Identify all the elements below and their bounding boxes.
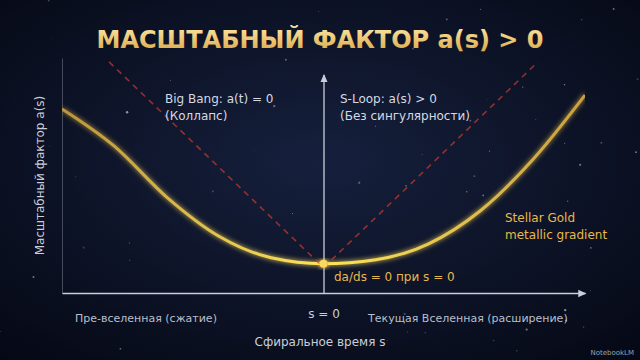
star: [535, 119, 536, 120]
star: [253, 149, 255, 151]
dashed-line: [109, 62, 538, 268]
star: [493, 340, 495, 342]
star: [83, 247, 85, 249]
star: [212, 191, 214, 193]
star: [170, 80, 171, 81]
star: [480, 9, 481, 10]
star: [522, 86, 523, 87]
star: [126, 111, 128, 113]
stars: [0, 0, 638, 351]
star: [482, 194, 484, 196]
annotation: Текущая Вселенная (расширение): [367, 312, 568, 325]
x-tick-label: s = 0: [308, 307, 340, 321]
annotation: metallic gradient: [505, 228, 607, 242]
annotation: S-Loop: a(s) > 0: [340, 92, 437, 106]
star: [405, 185, 407, 187]
y-axis-title: Масштабный фактор a(s): [33, 96, 47, 256]
star: [421, 154, 423, 156]
star: [48, 0, 50, 1]
star: [635, 151, 637, 153]
star: [567, 200, 568, 201]
annotation: da/ds = 0 при s = 0: [334, 270, 455, 284]
star: [358, 181, 360, 183]
star: [564, 143, 565, 144]
star: [589, 290, 591, 292]
annotation: NotebookLM: [590, 349, 634, 357]
star: [120, 348, 122, 350]
y-axis: [62, 59, 63, 294]
star: [129, 260, 130, 261]
star: [446, 18, 448, 20]
star: [583, 326, 584, 327]
title: МАСШТАБНЫЙ ФАКТОР a(s) > 0: [97, 25, 544, 54]
point: [320, 260, 328, 268]
star: [516, 350, 517, 351]
x-axis-line: [63, 293, 586, 294]
star: [489, 150, 490, 151]
star: [486, 98, 488, 100]
star: [49, 146, 50, 147]
annotation: (Коллапс): [165, 109, 227, 123]
annotation: Big Bang: a(t) = 0: [165, 92, 273, 106]
star: [387, 340, 388, 341]
star: [424, 332, 426, 334]
star: [473, 175, 475, 177]
star: [526, 328, 528, 330]
y-axis-line: [62, 59, 63, 294]
star: [466, 191, 467, 192]
annotation: Stellar Gold: [505, 211, 575, 225]
star: [564, 84, 565, 85]
chart: s = 0 МАСШТАБНЫЙ ФАКТОР a(s) > 0 Сфирально…: [0, 0, 640, 360]
annotation: (Без сингулярности): [340, 109, 470, 123]
star: [407, 331, 409, 333]
star: [318, 11, 320, 13]
star: [613, 8, 615, 10]
star: [129, 242, 130, 243]
star: [600, 142, 602, 144]
x-axis: s = 0: [63, 75, 586, 321]
star: [581, 19, 582, 20]
star: [292, 213, 293, 214]
star: [637, 78, 639, 80]
star: [285, 59, 287, 61]
star: [33, 276, 35, 278]
star: [564, 309, 566, 311]
x-axis-title: Сфиральное время s: [255, 335, 386, 349]
star: [273, 105, 275, 107]
star: [375, 126, 376, 127]
star: [0, 331, 1, 332]
annotation: Пре-вселенная (сжатие): [75, 312, 217, 325]
star: [75, 175, 77, 177]
star: [590, 247, 592, 249]
star: [50, 38, 52, 40]
background: [0, 0, 640, 360]
star: [579, 164, 581, 166]
